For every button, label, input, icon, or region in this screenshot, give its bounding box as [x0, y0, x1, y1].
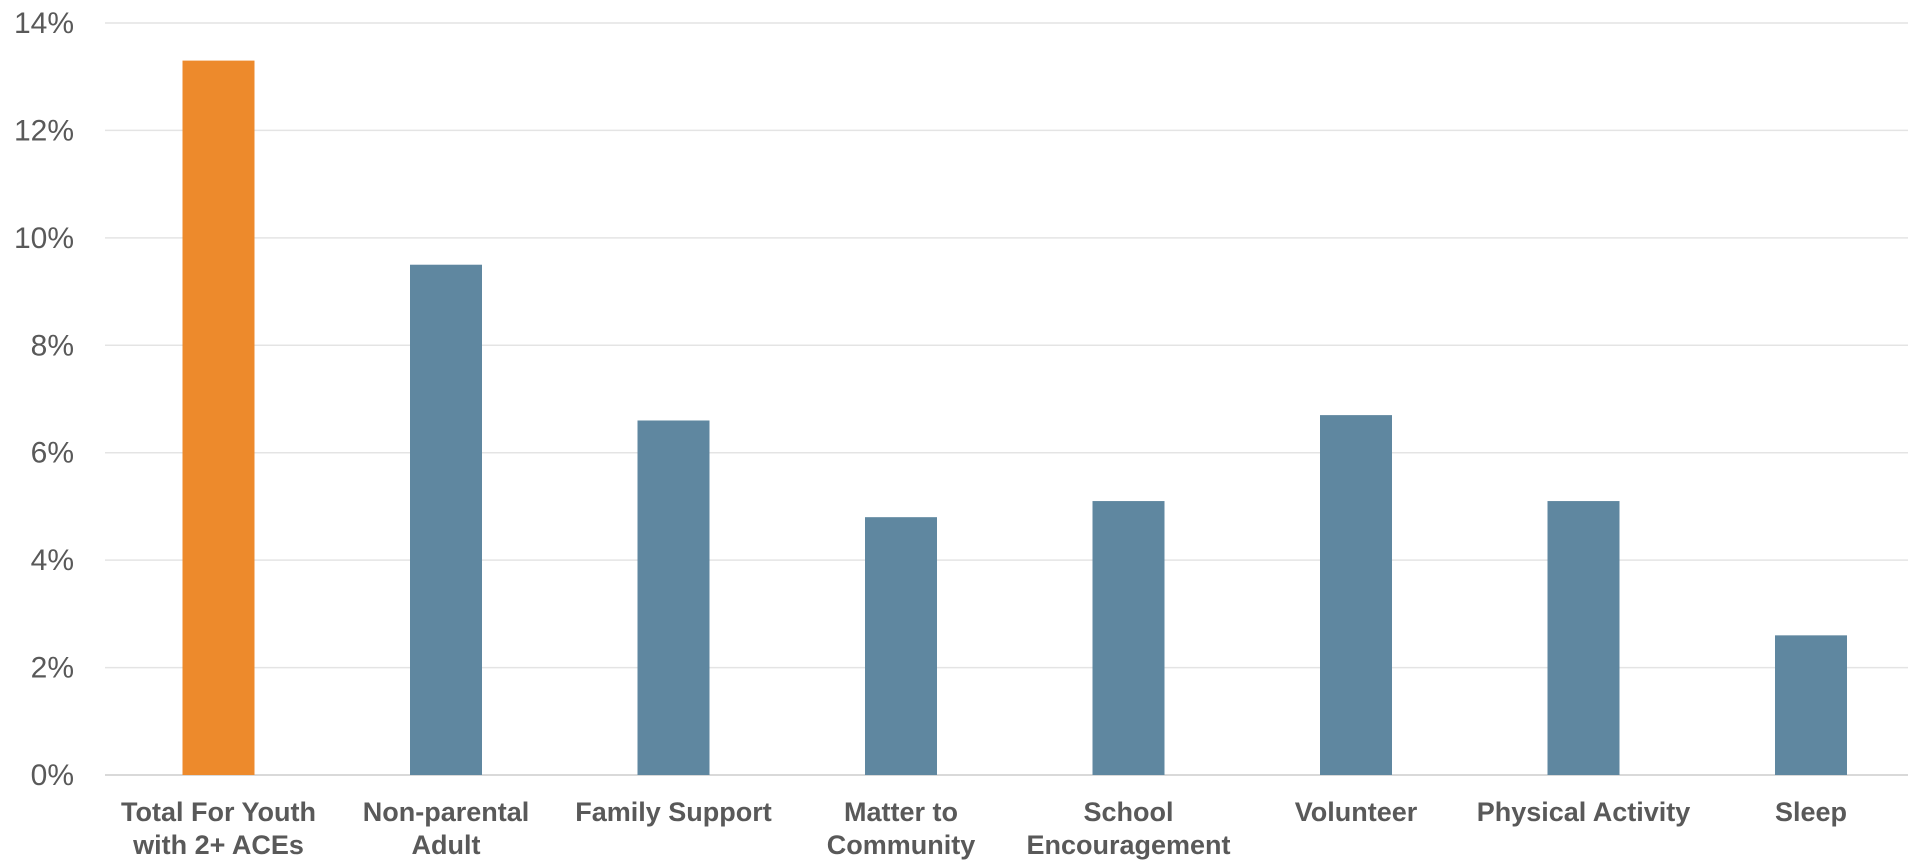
x-axis-category-labels: Total For Youth with 2+ ACEs Non-parental A…	[121, 797, 1847, 860]
y-tick-label: 6%	[31, 437, 74, 470]
x-category-label: Sleep	[1775, 797, 1847, 827]
bar	[1092, 501, 1165, 775]
bar	[865, 517, 937, 775]
y-tick-label: 4%	[31, 544, 74, 577]
y-tick-label: 10%	[14, 222, 74, 255]
gridlines	[105, 22, 1908, 776]
y-tick-label: 2%	[31, 652, 74, 685]
x-category-label: School Encouragement	[1026, 797, 1230, 860]
bars	[182, 60, 1847, 776]
y-axis-tick-labels: 0% 2% 4% 6% 8% 10% 12% 14%	[14, 7, 74, 792]
x-category-label: Volunteer	[1295, 797, 1418, 827]
bar	[182, 60, 255, 776]
bar	[637, 420, 710, 775]
y-tick-label: 14%	[14, 7, 74, 40]
x-category-label: Total For Youth with 2+ ACEs	[121, 797, 316, 860]
y-tick-label: 0%	[31, 759, 74, 792]
bar	[410, 264, 482, 775]
x-category-label: Family Support	[575, 797, 772, 827]
x-category-label: Non-parental Adult	[363, 797, 530, 860]
x-category-label: Matter to Community	[827, 797, 976, 860]
bar	[1547, 501, 1620, 775]
y-tick-label: 12%	[14, 114, 74, 147]
bar	[1775, 635, 1847, 775]
bar	[1320, 415, 1392, 775]
y-tick-label: 8%	[31, 329, 74, 362]
x-category-label: Physical Activity	[1477, 797, 1691, 827]
